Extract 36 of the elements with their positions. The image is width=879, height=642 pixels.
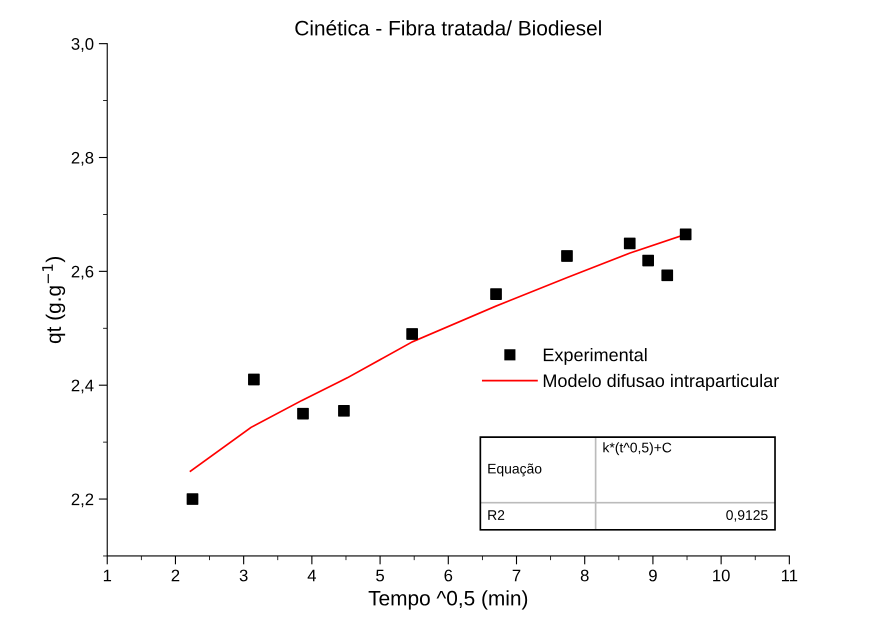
y-axis-title: qt (g.g$^{−1}$)	[42, 257, 66, 344]
annotation: k*(t^0,5)+C	[603, 442, 672, 456]
y-tick-label: 2,2	[72, 493, 94, 508]
point	[338, 404, 350, 417]
x-tick-label: 8	[580, 570, 589, 582]
x-tick-label: 11	[782, 570, 798, 582]
y-tick-label: 2,6	[72, 266, 94, 280]
point	[661, 269, 674, 282]
x-tick-label: 2	[172, 570, 180, 582]
x-tick-label: 1	[104, 570, 112, 582]
point	[406, 328, 418, 340]
point	[624, 238, 636, 250]
y-tick-label: 3,0	[72, 38, 94, 52]
annotation: R2	[488, 510, 504, 520]
x-tick-label: 7	[512, 570, 520, 582]
point	[642, 254, 654, 266]
annotation: Equação	[488, 463, 542, 476]
point	[680, 228, 692, 240]
x-tick-label: 5	[376, 570, 384, 582]
annotation: 0,9125	[726, 510, 768, 522]
x-tick-label: 9	[649, 570, 657, 582]
point	[186, 493, 198, 505]
point	[490, 288, 502, 300]
x-tick-label: 4	[308, 570, 316, 582]
x-tick-label: 3	[240, 570, 248, 582]
y-tick-label: 2,4	[72, 380, 94, 394]
y-tick-label: 2,8	[72, 152, 94, 166]
x-tick-label: 6	[444, 570, 452, 582]
point	[248, 374, 260, 386]
chart-title: Cinética - Fibra tratada/ Biodiesel	[295, 20, 601, 36]
legend-label: Experimental	[544, 348, 647, 365]
point	[561, 250, 573, 262]
point	[297, 408, 309, 420]
legend-label: Modelo difusao intraparticular	[544, 374, 779, 391]
x-tick-label: 10	[713, 570, 730, 582]
x-axis-title: Tempo ^0,5 (min)	[368, 590, 528, 610]
